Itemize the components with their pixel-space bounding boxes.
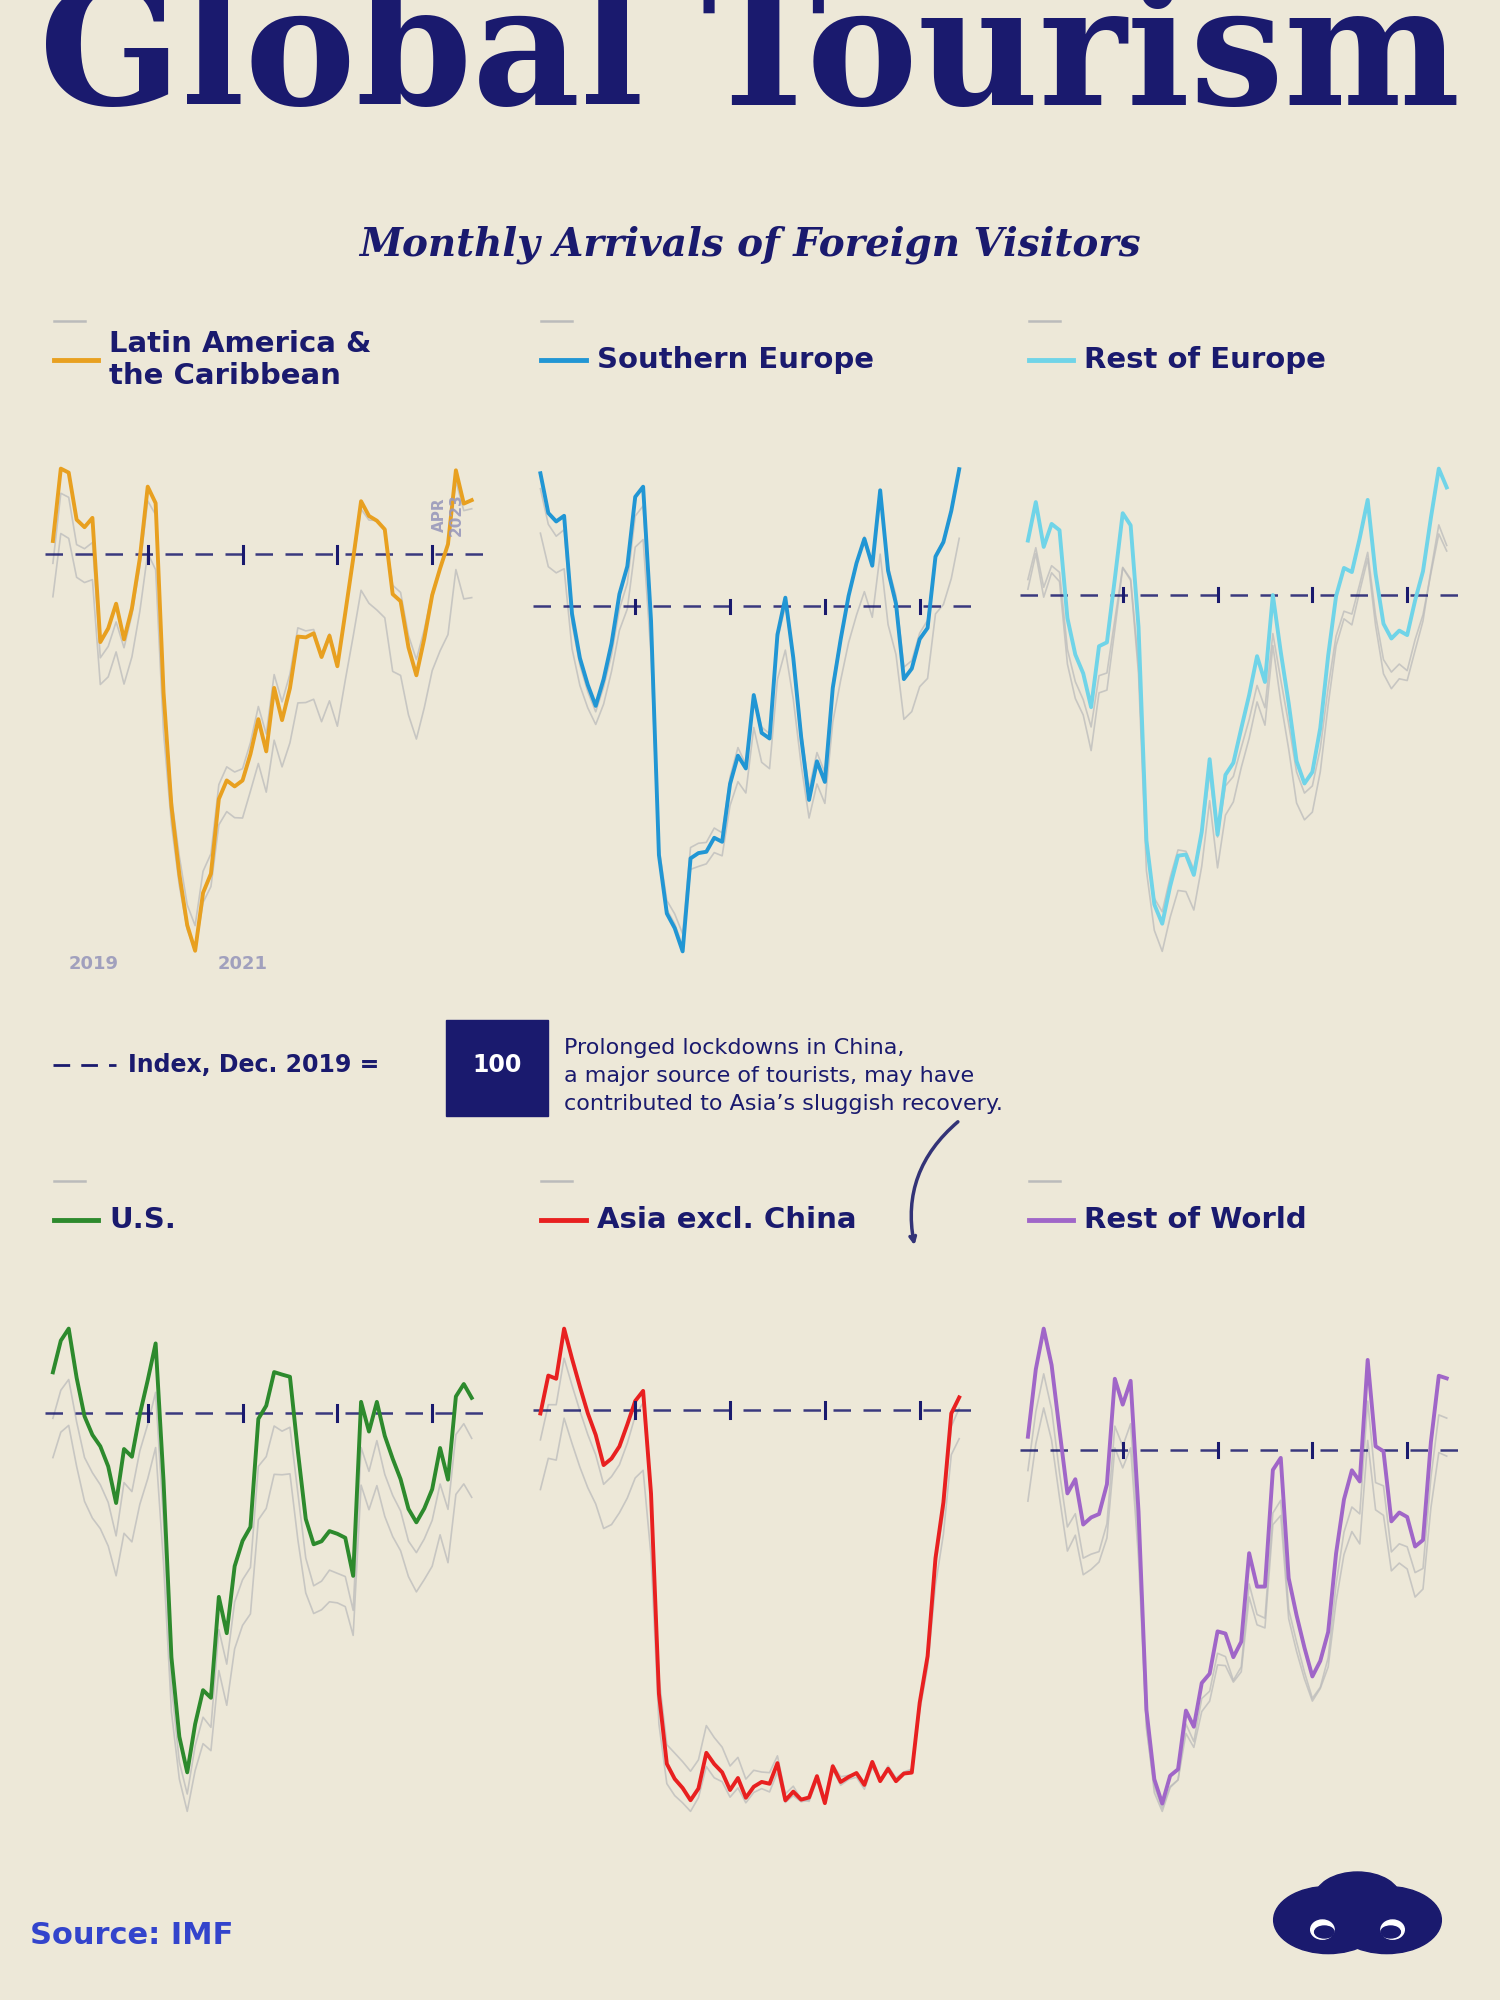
Text: Rest of World: Rest of World <box>1084 1206 1306 1234</box>
Circle shape <box>1314 1872 1401 1924</box>
Text: Asia excl. China: Asia excl. China <box>597 1206 856 1234</box>
Text: 2021: 2021 <box>217 956 267 974</box>
Text: U.S.: U.S. <box>110 1206 176 1234</box>
Circle shape <box>1314 1926 1334 1938</box>
Text: Latin America &
the Caribbean: Latin America & the Caribbean <box>110 330 372 390</box>
Text: Index, Dec. 2019 =: Index, Dec. 2019 = <box>128 1054 387 1078</box>
Ellipse shape <box>1382 1920 1404 1940</box>
Text: Global Tourism: Global Tourism <box>39 0 1461 140</box>
FancyBboxPatch shape <box>447 1020 548 1116</box>
Circle shape <box>1274 1886 1383 1954</box>
Circle shape <box>1332 1886 1442 1954</box>
Text: Source: IMF: Source: IMF <box>30 1920 234 1950</box>
Text: 2019: 2019 <box>69 956 118 974</box>
Text: APR
2023: APR 2023 <box>432 494 464 536</box>
Ellipse shape <box>1311 1920 1334 1940</box>
Text: Monthly Arrivals of Foreign Visitors: Monthly Arrivals of Foreign Visitors <box>358 226 1142 264</box>
Text: Southern Europe: Southern Europe <box>597 346 873 374</box>
Text: Rest of Europe: Rest of Europe <box>1084 346 1326 374</box>
Text: Prolonged lockdowns in China,
a major source of tourists, may have
contributed t: Prolonged lockdowns in China, a major so… <box>564 1038 1002 1114</box>
Text: 100: 100 <box>472 1054 522 1078</box>
Circle shape <box>1382 1926 1401 1938</box>
